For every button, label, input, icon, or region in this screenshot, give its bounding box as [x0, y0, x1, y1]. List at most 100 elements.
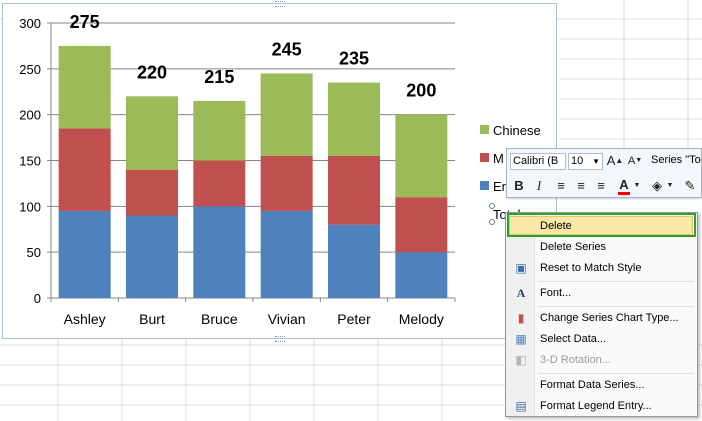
- bar-segment[interactable]: [58, 128, 111, 211]
- outline-color-button[interactable]: ✎: [681, 177, 699, 195]
- selection-handle[interactable]: [489, 219, 495, 225]
- align-right-icon: ≡: [597, 178, 605, 193]
- font-name-box[interactable]: Calibri (B: [510, 153, 566, 170]
- grow-font-icon: A: [606, 153, 616, 168]
- menu-item-format-data-series-label: Format Data Series...: [540, 379, 645, 391]
- x-tick-label: Vivian: [268, 311, 306, 327]
- x-tick-label: Bruce: [201, 311, 238, 327]
- delete-highlight-box: [507, 213, 696, 237]
- font-size-dropdown-icon[interactable]: ▼: [592, 157, 600, 166]
- bar-segment[interactable]: [126, 96, 178, 170]
- menu-item-font[interactable]: A Font...: [508, 283, 695, 303]
- legend-swatch[interactable]: [480, 125, 489, 134]
- data-label[interactable]: 220: [137, 62, 167, 82]
- context-menu-icon-gutter: [506, 213, 535, 416]
- pen-icon: ✎: [684, 178, 696, 193]
- menu-item-reset-style[interactable]: ▣ Reset to Match Style: [508, 258, 695, 278]
- bold-button[interactable]: B: [510, 177, 528, 195]
- data-label[interactable]: 245: [272, 39, 302, 59]
- font-color-icon: A: [619, 177, 629, 192]
- select-data-icon: ▦: [515, 332, 527, 346]
- y-tick-label: 150: [19, 154, 41, 169]
- font-color-dropdown-icon[interactable]: ▼: [633, 182, 641, 189]
- font-size-value: 10: [571, 155, 584, 167]
- menu-item-delete[interactable]: Delete: [508, 216, 695, 236]
- menu-item-delete-series-label: Delete Series: [540, 241, 607, 253]
- data-label[interactable]: 200: [406, 81, 436, 101]
- bar-segment[interactable]: [260, 73, 313, 156]
- x-tick-label: Burt: [139, 311, 165, 327]
- bar-segment[interactable]: [126, 169, 178, 216]
- menu-item-select-data[interactable]: ▦ Select Data...: [508, 329, 695, 349]
- chart-resize-handle-bottom[interactable]: [275, 336, 285, 342]
- format-icon: ▤: [515, 399, 527, 413]
- font-size-box[interactable]: 10 ▼: [568, 153, 603, 170]
- data-label[interactable]: 275: [70, 12, 100, 32]
- menu-item-format-legend-entry-label: Format Legend Entry...: [540, 400, 652, 412]
- bar-segment[interactable]: [126, 215, 178, 299]
- menu-item-format-data-series[interactable]: Format Data Series...: [508, 375, 695, 395]
- shrink-font-button[interactable]: A▼: [627, 155, 643, 167]
- font-name-value: Calibri (B: [513, 155, 559, 167]
- data-label[interactable]: 235: [339, 49, 369, 69]
- menu-item-delete-series[interactable]: Delete Series: [508, 237, 695, 257]
- x-tick-label: Melody: [399, 311, 444, 327]
- fill-color-dropdown-icon[interactable]: ▼: [666, 182, 674, 189]
- y-axis: 0 50 100 150 200 250 300: [19, 16, 52, 306]
- fill-color-button[interactable]: ◈: [648, 177, 666, 195]
- bar-segment[interactable]: [58, 210, 111, 298]
- chart-type-icon: ▮: [517, 311, 525, 325]
- bar-segment[interactable]: [260, 210, 313, 298]
- legend-entry[interactable]: Chinese: [493, 123, 541, 138]
- font-color-button[interactable]: A: [615, 176, 633, 195]
- legend-entry[interactable]: En: [493, 179, 509, 194]
- series-selector-box[interactable]: Series "Tot: [649, 153, 701, 170]
- bar-segment[interactable]: [193, 206, 246, 298]
- menu-item-3d-rotation: ◧ 3-D Rotation...: [508, 350, 695, 370]
- context-menu: Delete Delete Series ▣ Reset to Match St…: [505, 212, 698, 417]
- reset-style-icon: ▣: [515, 261, 527, 275]
- bar-segment[interactable]: [395, 252, 448, 298]
- context-menu-highlight: [509, 216, 693, 235]
- bar-segment[interactable]: [193, 160, 246, 207]
- data-labels: 275 220 215 245 235 200: [70, 12, 437, 101]
- align-right-button[interactable]: ≡: [592, 177, 610, 195]
- x-axis: Ashley Burt Bruce Vivian Peter Melody: [50, 297, 456, 327]
- rotation-icon: ◧: [515, 353, 527, 367]
- x-tick-label: Peter: [337, 311, 371, 327]
- legend-swatch[interactable]: [480, 181, 489, 190]
- menu-item-change-chart-type[interactable]: ▮ Change Series Chart Type...: [508, 308, 695, 328]
- menu-item-font-label: Font...: [540, 287, 572, 299]
- legend-swatch[interactable]: [480, 153, 489, 162]
- font-icon: A: [516, 286, 526, 300]
- align-left-button[interactable]: ≡: [552, 177, 570, 195]
- align-center-button[interactable]: ≡: [572, 177, 590, 195]
- bar-segment[interactable]: [260, 155, 313, 211]
- chart-resize-handle-top[interactable]: [275, 1, 285, 7]
- y-tick-label: 0: [34, 291, 41, 306]
- italic-icon: I: [536, 178, 542, 193]
- menu-separator: [538, 306, 694, 307]
- menu-item-3d-rotation-label: 3-D Rotation...: [540, 354, 611, 366]
- menu-item-change-chart-type-label: Change Series Chart Type...: [540, 312, 679, 324]
- italic-button[interactable]: I: [530, 177, 548, 195]
- menu-separator: [538, 281, 694, 282]
- legend-entry[interactable]: M: [493, 151, 504, 166]
- mini-toolbar: Calibri (B 10 ▼ A▲ A▼ Series "Tot B I ≡ …: [506, 148, 702, 198]
- bar-segment[interactable]: [58, 45, 111, 129]
- menu-item-reset-style-label: Reset to Match Style: [540, 262, 642, 274]
- bar-segment[interactable]: [328, 224, 380, 298]
- bar-segment[interactable]: [328, 155, 380, 225]
- bar-segment[interactable]: [193, 100, 246, 161]
- data-label[interactable]: 215: [204, 67, 234, 87]
- bars: [58, 45, 448, 299]
- menu-item-format-legend-entry[interactable]: ▤ Format Legend Entry...: [508, 396, 695, 416]
- bar-segment[interactable]: [395, 114, 448, 198]
- grow-font-button[interactable]: A▲: [606, 153, 624, 168]
- y-tick-label: 250: [19, 62, 41, 77]
- bar-segment[interactable]: [328, 82, 380, 156]
- selection-handle[interactable]: [489, 203, 495, 209]
- bold-icon: B: [514, 178, 524, 193]
- align-left-icon: ≡: [557, 178, 565, 193]
- bar-segment[interactable]: [395, 197, 448, 253]
